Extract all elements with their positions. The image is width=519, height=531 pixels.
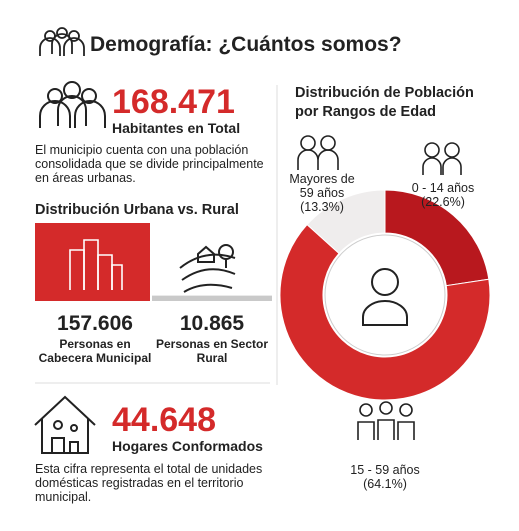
rural-icon [179,244,236,293]
person-icon [362,268,408,326]
bar-label: Personas en Sector Rural [155,337,269,365]
population-icon [39,81,106,128]
home-icon [34,395,96,454]
age-label: 0 - 14 años [411,181,475,195]
donut-chart [279,189,491,401]
children-icon [422,142,462,175]
donut-segment [279,223,491,401]
age-label: Mayores de 59 años [289,172,355,200]
age-title: Distribución de Población por Rangos de … [295,85,474,120]
population-value: 168.471 [112,83,235,121]
bar-value: 10.865 [179,312,245,335]
age-label: 15 - 59 años [350,463,420,477]
page-title: Demografía: ¿Cuántos somos? [90,33,402,56]
households-label: Hogares Conformados [112,438,263,454]
building [111,264,123,290]
age-value: (64.1%) [363,477,407,491]
elderly-icon [297,135,339,170]
population-description: El municipio cuenta con una población co… [35,143,264,185]
donut-segment [306,189,386,255]
age-value: (13.3%) [300,200,344,214]
urban-rural-title: Distribución Urbana vs. Rural [35,202,239,218]
bar-label: Personas en Cabecera Municipal [38,337,152,365]
population-label: Habitantes en Total [112,120,241,136]
bar [35,223,150,301]
households-description: Esta cifra representa el total de unidad… [35,462,263,504]
bar-value: 157.606 [57,312,133,335]
buildings-icon [69,239,123,290]
bar [152,295,272,301]
adults-icon [357,401,415,440]
households-value: 44.648 [112,401,216,439]
crowd-icon [39,27,85,56]
age-value: (22.6%) [421,195,465,209]
